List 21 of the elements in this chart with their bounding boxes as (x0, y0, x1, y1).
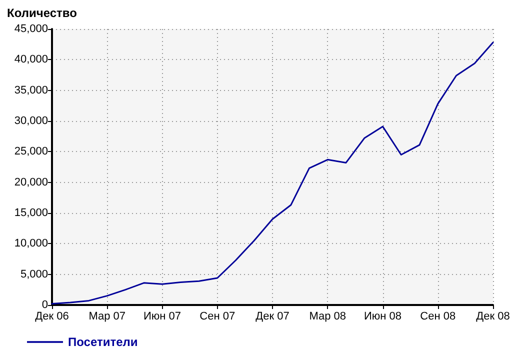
x-tick-label: Дек 06 (35, 310, 69, 322)
y-tick-label: 25,000 (14, 146, 48, 158)
y-tick-label: 30,000 (14, 115, 48, 127)
y-tick-label: 15,000 (14, 207, 48, 219)
x-tick-label: Дек 07 (256, 310, 290, 322)
x-tick-label: Мар 07 (88, 310, 126, 322)
y-tick-label: 35,000 (14, 84, 48, 96)
y-tick-label: 0 (42, 299, 48, 311)
y-tick-label: 45,000 (14, 23, 48, 35)
y-tick-label: 10,000 (14, 238, 48, 250)
x-tick-label: Июн 07 (143, 310, 182, 322)
y-tick-label: 5,000 (20, 268, 48, 280)
legend-label: Посетители (68, 335, 138, 349)
x-tick-label: Сен 08 (420, 310, 456, 322)
x-tick-label: Дек 08 (476, 310, 510, 322)
y-tick-label: 40,000 (14, 54, 48, 66)
y-tick-label: 20,000 (14, 176, 48, 188)
y-axis-title: Количество (7, 6, 77, 20)
x-tick-label: Сен 07 (200, 310, 236, 322)
x-tick-label: Мар 08 (309, 310, 346, 322)
x-tick-label: Июн 08 (364, 310, 402, 322)
